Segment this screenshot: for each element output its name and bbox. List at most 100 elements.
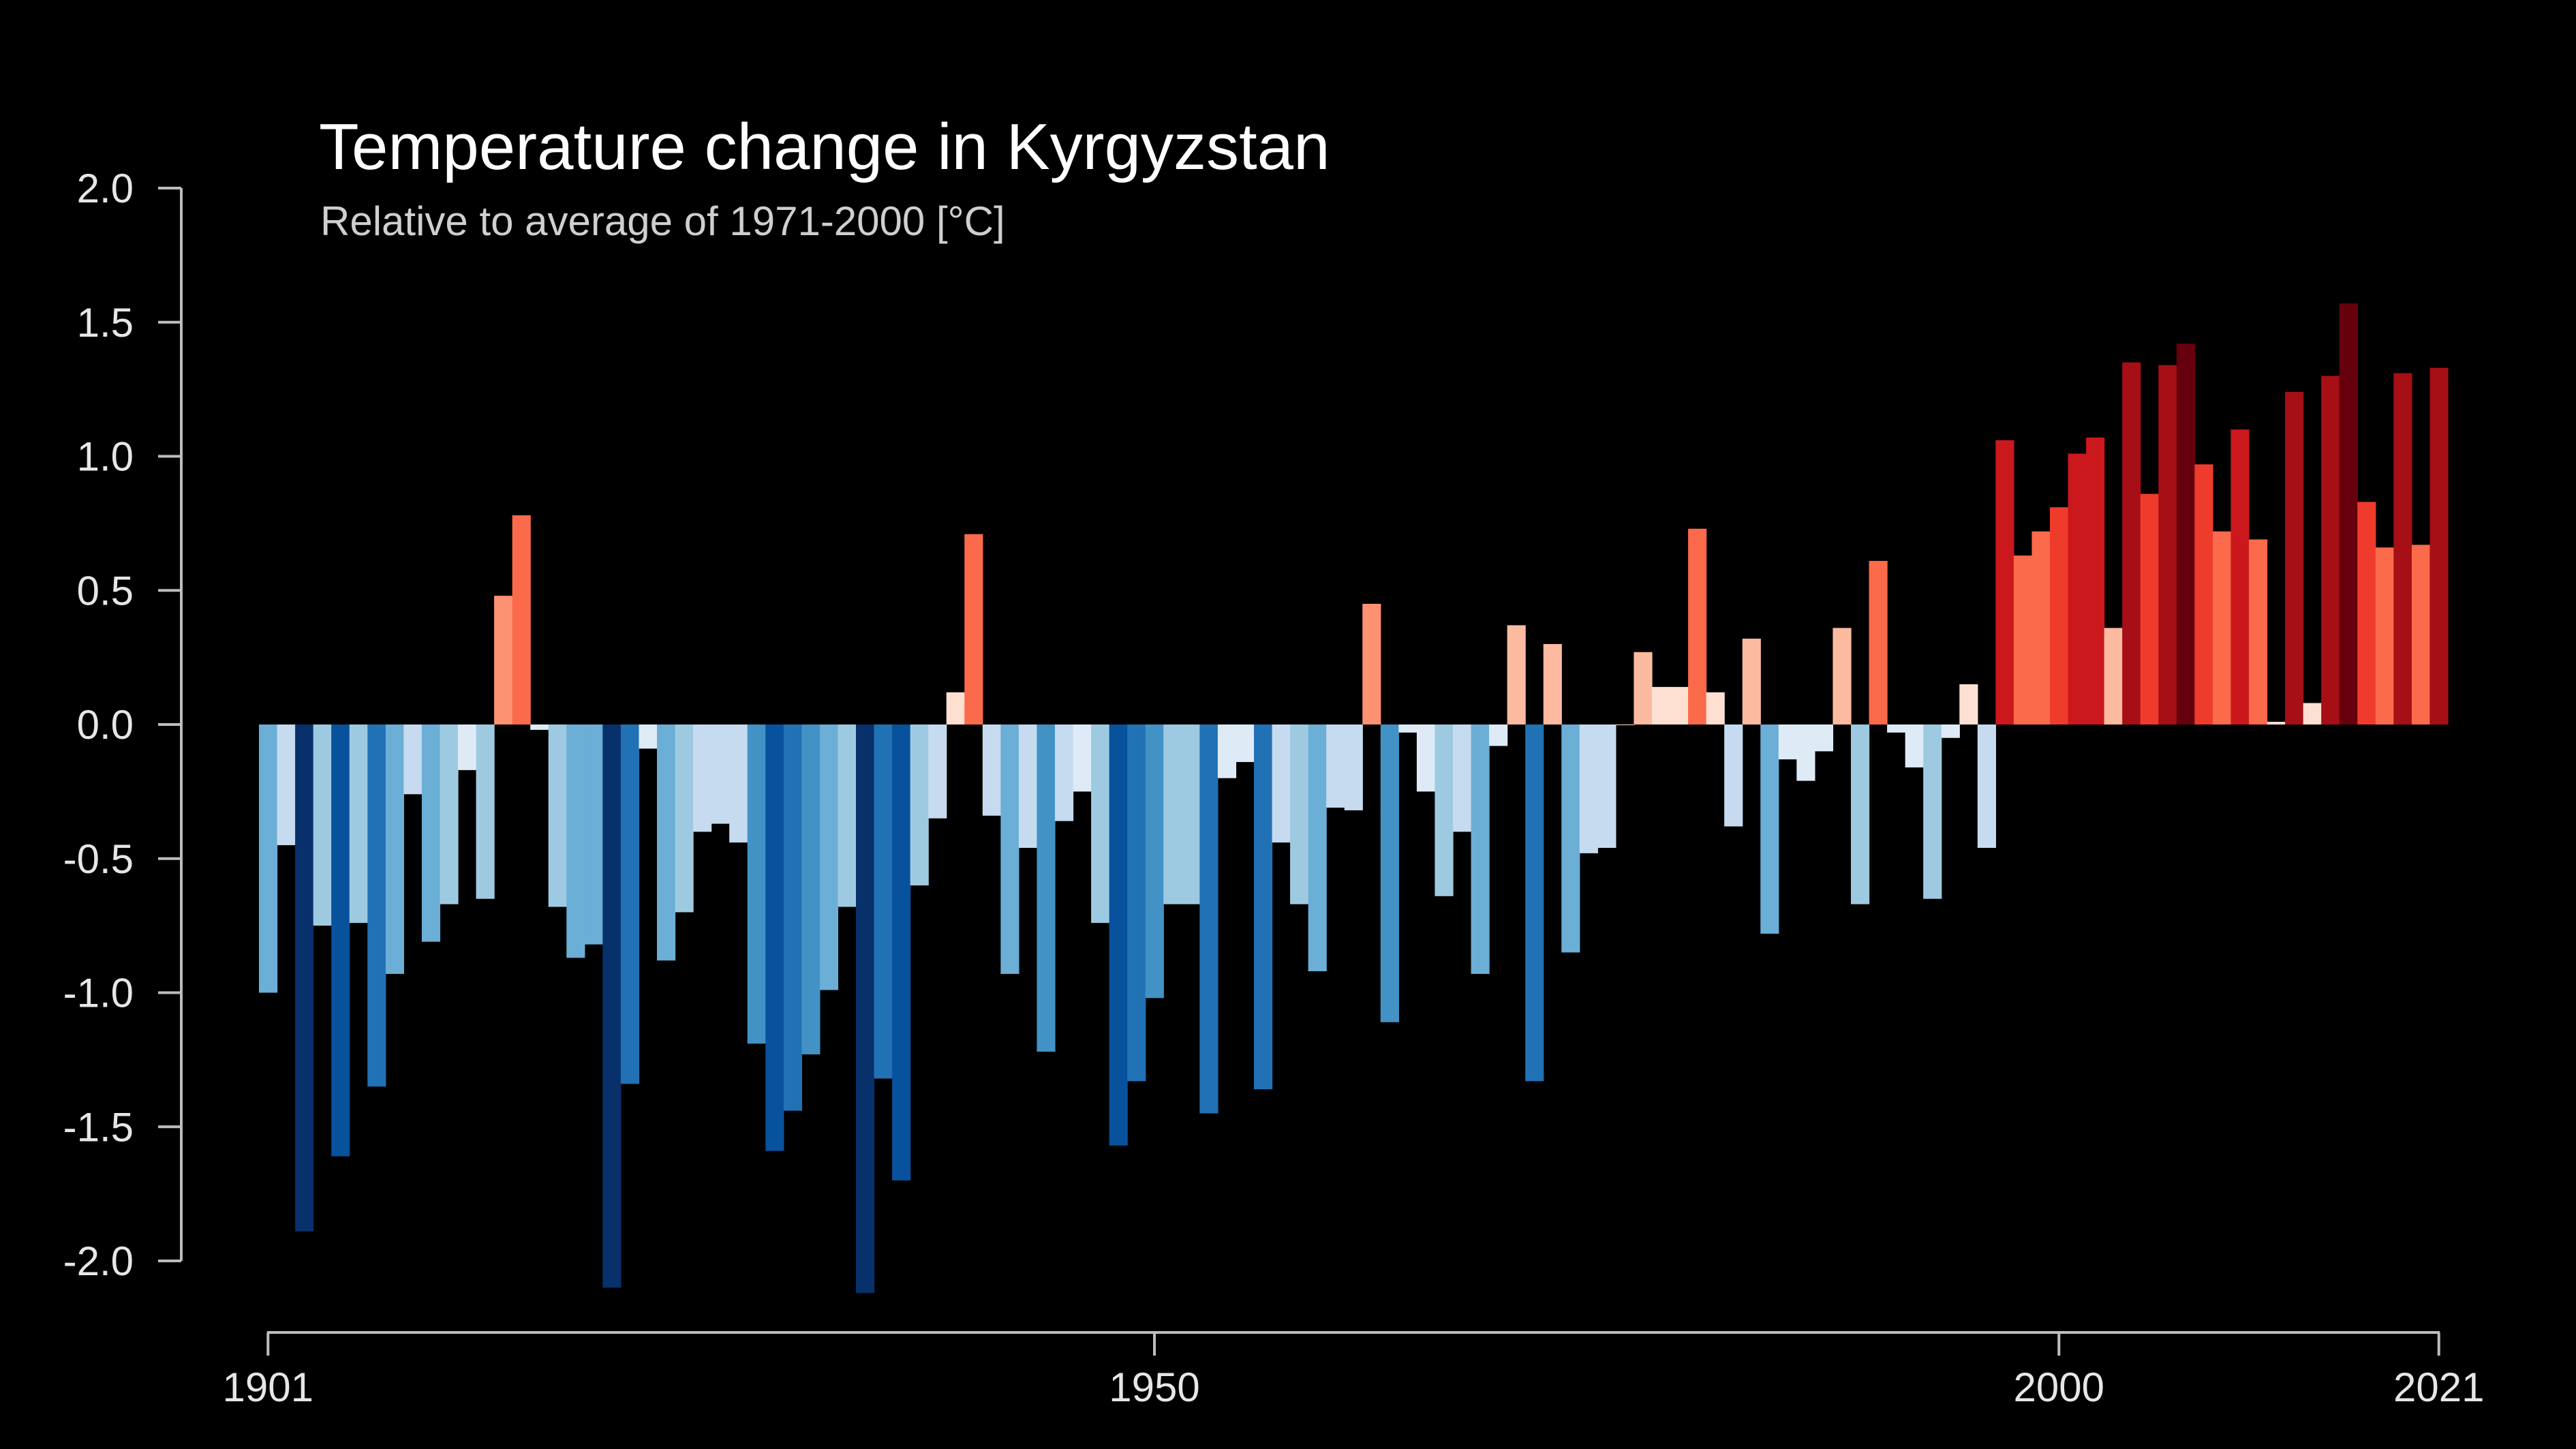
bar-1903 (295, 724, 314, 1232)
bar-1980 (1688, 528, 1707, 724)
bar-1968 (1471, 724, 1490, 974)
bar-1946 (1073, 724, 1092, 792)
bar-1977 (1634, 652, 1653, 724)
y-tick-label: 0.0 (77, 702, 134, 748)
bar-1961 (1344, 724, 1363, 810)
bar-2020 (2411, 545, 2431, 724)
bar-1989 (1851, 724, 1870, 904)
bar-1986 (1796, 724, 1815, 781)
bar-2002 (2086, 437, 2105, 724)
bar-1994 (1941, 724, 1960, 738)
bar-1998 (2013, 555, 2033, 724)
bar-2008 (2194, 464, 2213, 724)
y-tick-label: -1.0 (63, 971, 134, 1016)
bar-2005 (2140, 493, 2159, 724)
bar-2001 (2068, 453, 2087, 724)
bar-1967 (1453, 724, 1472, 832)
bar-1917 (548, 724, 567, 907)
bar-1944 (1037, 724, 1056, 1052)
x-tick-label: 2021 (2393, 1364, 2484, 1410)
bar-2011 (2249, 539, 2268, 724)
bar-1945 (1055, 724, 1074, 821)
bar-1911 (440, 724, 459, 904)
bar-1936 (892, 724, 911, 1180)
bar-1934 (856, 724, 875, 1294)
bar-1969 (1489, 724, 1508, 746)
bar-1933 (838, 724, 857, 907)
chart-title: Temperature change in Kyrgyzstan (319, 110, 1330, 183)
bar-2012 (2267, 722, 2286, 724)
x-tick-label: 2000 (2014, 1364, 2104, 1410)
bar-1962 (1362, 603, 1381, 724)
bar-1929 (765, 724, 784, 1151)
bar-1912 (458, 724, 477, 770)
bar-1995 (1959, 684, 1978, 724)
bar-2019 (2393, 373, 2412, 724)
bar-1926 (711, 724, 730, 824)
y-tick-label: 0.5 (77, 568, 134, 613)
bar-1992 (1905, 724, 1924, 767)
bar-1991 (1887, 724, 1906, 733)
bar-1966 (1435, 724, 1454, 896)
bar-2016 (2339, 303, 2358, 724)
y-tick-label: -1.5 (63, 1104, 134, 1150)
bar-1971 (1525, 724, 1544, 1082)
y-tick-label: -0.5 (63, 836, 134, 882)
bars-group (259, 303, 2449, 1294)
bar-1983 (1742, 639, 1761, 724)
bar-2007 (2176, 344, 2195, 725)
bar-1999 (2031, 531, 2051, 724)
bar-2017 (2357, 502, 2376, 724)
bar-1931 (801, 724, 821, 1055)
bar-1941 (982, 724, 1001, 816)
bar-1907 (367, 724, 386, 1087)
bar-1915 (512, 515, 531, 724)
bar-2015 (2321, 376, 2340, 724)
bar-1952 (1181, 724, 1200, 904)
bar-1975 (1597, 724, 1616, 849)
bar-1990 (1869, 560, 1888, 724)
bar-1943 (1018, 724, 1038, 849)
bar-1993 (1923, 724, 1942, 899)
bar-1985 (1778, 724, 1797, 760)
bar-1958 (1290, 724, 1309, 904)
bar-1957 (1272, 724, 1291, 843)
bar-1953 (1199, 724, 1218, 1114)
bar-2010 (2230, 429, 2250, 724)
bar-1918 (566, 724, 585, 958)
bar-1922 (639, 724, 658, 749)
bar-1963 (1380, 724, 1399, 1022)
bar-1951 (1163, 724, 1182, 904)
bar-1937 (910, 724, 929, 886)
bar-2009 (2212, 531, 2232, 724)
x-tick-label: 1901 (223, 1364, 313, 1410)
bar-1919 (584, 724, 603, 945)
bar-1916 (530, 724, 549, 730)
bar-1954 (1217, 724, 1237, 778)
bar-1901 (259, 724, 278, 993)
chart-subtitle: Relative to average of 1971-2000 [°C] (320, 198, 1005, 244)
bar-2021 (2429, 367, 2449, 724)
bar-1940 (964, 534, 983, 724)
x-axis-ticks: 1901 1950 2000 2021 (223, 1332, 2484, 1410)
y-tick-label: 1.5 (77, 300, 134, 346)
bar-2004 (2122, 362, 2141, 724)
bar-1955 (1236, 724, 1255, 763)
bar-2003 (2104, 628, 2123, 724)
bar-1910 (421, 724, 441, 942)
bar-1927 (729, 724, 748, 843)
bar-1942 (1000, 724, 1019, 974)
bar-1921 (620, 724, 640, 1084)
bar-1981 (1706, 692, 1725, 724)
bar-1932 (819, 724, 839, 990)
bar-1923 (657, 724, 676, 961)
bar-1956 (1254, 724, 1273, 1090)
bar-1964 (1398, 724, 1417, 733)
bar-1984 (1760, 724, 1779, 934)
bar-1996 (1977, 724, 1996, 849)
bar-1904 (313, 724, 332, 926)
bar-2018 (2375, 547, 2394, 724)
bar-1959 (1308, 724, 1327, 972)
bar-1978 (1652, 686, 1671, 724)
